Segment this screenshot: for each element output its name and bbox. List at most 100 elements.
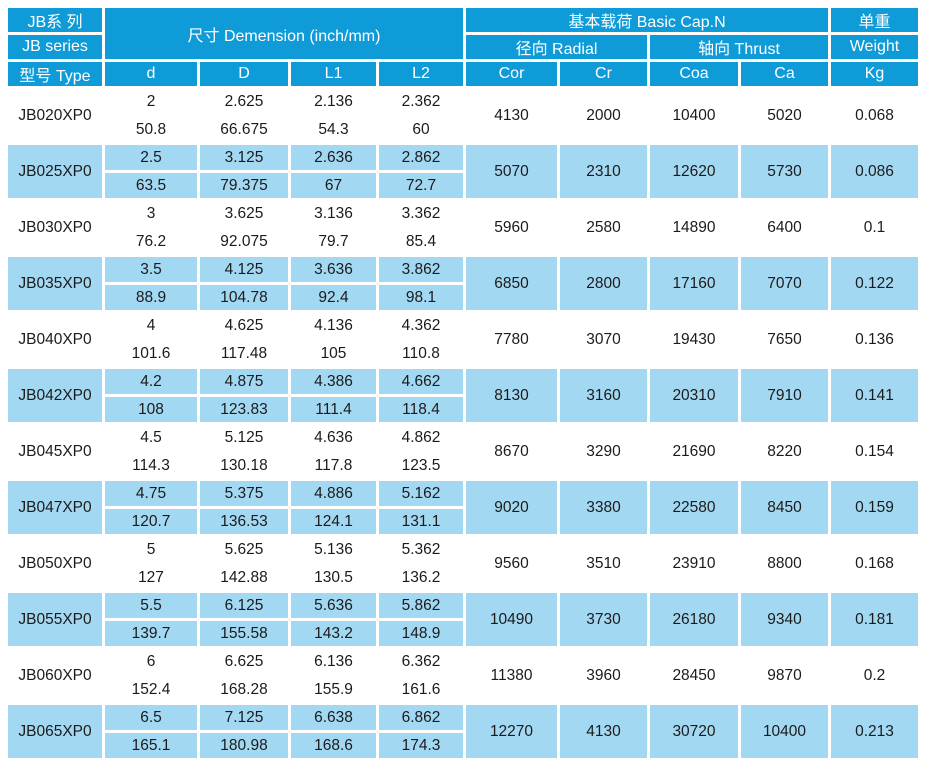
cell-weight: 0.181 bbox=[831, 593, 918, 646]
cell-load: 9340 bbox=[741, 593, 828, 646]
cell-dim-inch: 4.636 bbox=[291, 425, 376, 450]
table-row-mm: 88.9 104.78 92.4 98.1 bbox=[8, 285, 918, 310]
cell-load: 3960 bbox=[560, 649, 647, 702]
cell-load: 2310 bbox=[560, 145, 647, 198]
cell-load: 10400 bbox=[741, 705, 828, 758]
cell-dim-mm: 88.9 bbox=[105, 285, 197, 310]
table-row-mm: 101.6 117.48 105 110.8 bbox=[8, 341, 918, 366]
table-row-inch: JB047XP0 4.75 5.375 4.886 5.162 9020 3380 22580… bbox=[8, 481, 918, 534]
cell-dim-inch: 4.862 bbox=[379, 425, 463, 450]
table-header: JB系 列 尺寸 Demension (inch/mm) 基本载荷 Basic … bbox=[8, 8, 918, 86]
header-row-3: 型号 Type d D L1 L2 Cor Cr Coa Ca Kg bbox=[8, 62, 918, 86]
header-col-cr: Cr bbox=[560, 62, 647, 86]
cell-load: 5730 bbox=[741, 145, 828, 198]
cell-dim-mm: 92.075 bbox=[200, 229, 288, 254]
cell-dim-mm: 111.4 bbox=[291, 397, 376, 422]
cell-dim-mm: 152.4 bbox=[105, 677, 197, 702]
table-row-mm: 127 142.88 130.5 136.2 bbox=[8, 565, 918, 590]
table-row-mm: 120.7 136.53 124.1 131.1 bbox=[8, 509, 918, 534]
cell-dim-mm: 180.98 bbox=[200, 733, 288, 758]
cell-load: 2000 bbox=[560, 89, 647, 142]
header-row-1: JB系 列 尺寸 Demension (inch/mm) 基本载荷 Basic … bbox=[8, 8, 918, 59]
cell-model-type: JB030XP0 bbox=[8, 201, 102, 254]
cell-model-type: JB047XP0 bbox=[8, 481, 102, 534]
table-row-inch: JB065XP0 6.5 7.125 6.638 6.862 12270 4130 30720… bbox=[8, 705, 918, 758]
table-row-inch: JB035XP0 3.5 4.125 3.636 3.862 6850 2800 17160 7… bbox=[8, 257, 918, 310]
cell-weight: 0.141 bbox=[831, 369, 918, 422]
cell-load: 12620 bbox=[650, 145, 738, 198]
cell-load: 5960 bbox=[466, 201, 557, 254]
table-row-inch: JB060XP0 6 6.625 6.136 6.362 11380 3960 28450 98… bbox=[8, 649, 918, 702]
table-row-inch: JB055XP0 5.5 6.125 5.636 5.862 10490 3730 26180… bbox=[8, 593, 918, 646]
cell-dim-mm: 79.375 bbox=[200, 173, 288, 198]
cell-dim-mm: 110.8 bbox=[379, 341, 463, 366]
cell-load: 6400 bbox=[741, 201, 828, 254]
cell-load: 2580 bbox=[560, 201, 647, 254]
cell-dim-inch: 3.862 bbox=[379, 257, 463, 282]
cell-dim-inch: 3 bbox=[105, 201, 197, 226]
cell-dim-inch: 5.136 bbox=[291, 537, 376, 562]
cell-dim-inch: 4.875 bbox=[200, 369, 288, 394]
table-row-inch: JB025XP0 2.5 3.125 2.636 2.862 5070 2310 12620 5… bbox=[8, 145, 918, 198]
cell-model-type: JB050XP0 bbox=[8, 537, 102, 590]
cell-dim-mm: 127 bbox=[105, 565, 197, 590]
header-type-label: 型号 Type bbox=[8, 62, 102, 86]
cell-dim-inch: 3.625 bbox=[200, 201, 288, 226]
cell-dim-inch: 2.636 bbox=[291, 145, 376, 170]
cell-dim-mm: 155.58 bbox=[200, 621, 288, 646]
cell-dim-inch: 2.136 bbox=[291, 89, 376, 114]
cell-dim-mm: 118.4 bbox=[379, 397, 463, 422]
cell-dim-mm: 155.9 bbox=[291, 677, 376, 702]
cell-dim-mm: 174.3 bbox=[379, 733, 463, 758]
cell-dim-inch: 4.5 bbox=[105, 425, 197, 450]
cell-dim-mm: 117.8 bbox=[291, 453, 376, 478]
cell-dim-mm: 50.8 bbox=[105, 117, 197, 142]
cell-weight: 0.086 bbox=[831, 145, 918, 198]
cell-dim-inch: 5.862 bbox=[379, 593, 463, 618]
spec-table-body: JB020XP0 2 2.625 2.136 2.362 4130 2000 10400 502… bbox=[8, 89, 918, 758]
cell-load: 19430 bbox=[650, 313, 738, 366]
cell-weight: 0.2 bbox=[831, 649, 918, 702]
cell-dim-mm: 92.4 bbox=[291, 285, 376, 310]
cell-weight: 0.213 bbox=[831, 705, 918, 758]
cell-model-type: JB025XP0 bbox=[8, 145, 102, 198]
cell-load: 10400 bbox=[650, 89, 738, 142]
cell-weight: 0.1 bbox=[831, 201, 918, 254]
header-col-cor: Cor bbox=[466, 62, 557, 86]
cell-dim-inch: 6.862 bbox=[379, 705, 463, 730]
cell-load: 8670 bbox=[466, 425, 557, 478]
cell-dim-inch: 2.5 bbox=[105, 145, 197, 170]
cell-dim-inch: 6.625 bbox=[200, 649, 288, 674]
cell-load: 7910 bbox=[741, 369, 828, 422]
cell-dim-inch: 3.5 bbox=[105, 257, 197, 282]
cell-load: 3380 bbox=[560, 481, 647, 534]
header-thrust-group: 轴向 Thrust bbox=[650, 35, 828, 59]
cell-dim-inch: 5.625 bbox=[200, 537, 288, 562]
table-row-inch: JB042XP0 4.2 4.875 4.386 4.662 8130 3160 20310 7… bbox=[8, 369, 918, 422]
table-row-mm: 108 123.83 111.4 118.4 bbox=[8, 397, 918, 422]
header-basic-cap-group: 基本载荷 Basic Cap.N bbox=[466, 8, 828, 32]
table-row-mm: 114.3 130.18 117.8 123.5 bbox=[8, 453, 918, 478]
cell-load: 8450 bbox=[741, 481, 828, 534]
cell-dim-inch: 4.75 bbox=[105, 481, 197, 506]
cell-load: 17160 bbox=[650, 257, 738, 310]
cell-dim-mm: 131.1 bbox=[379, 509, 463, 534]
cell-dim-mm: 142.88 bbox=[200, 565, 288, 590]
cell-load: 7070 bbox=[741, 257, 828, 310]
cell-dim-mm: 72.7 bbox=[379, 173, 463, 198]
cell-load: 20310 bbox=[650, 369, 738, 422]
cell-dim-mm: 139.7 bbox=[105, 621, 197, 646]
header-col-L1: L1 bbox=[291, 62, 376, 86]
cell-dim-mm: 66.675 bbox=[200, 117, 288, 142]
cell-weight: 0.159 bbox=[831, 481, 918, 534]
cell-dim-inch: 4.625 bbox=[200, 313, 288, 338]
cell-load: 8220 bbox=[741, 425, 828, 478]
cell-load: 5070 bbox=[466, 145, 557, 198]
cell-load: 22580 bbox=[650, 481, 738, 534]
cell-dim-inch: 6.362 bbox=[379, 649, 463, 674]
cell-dim-inch: 2.625 bbox=[200, 89, 288, 114]
cell-dim-mm: 54.3 bbox=[291, 117, 376, 142]
cell-load: 2800 bbox=[560, 257, 647, 310]
cell-dim-inch: 5.636 bbox=[291, 593, 376, 618]
